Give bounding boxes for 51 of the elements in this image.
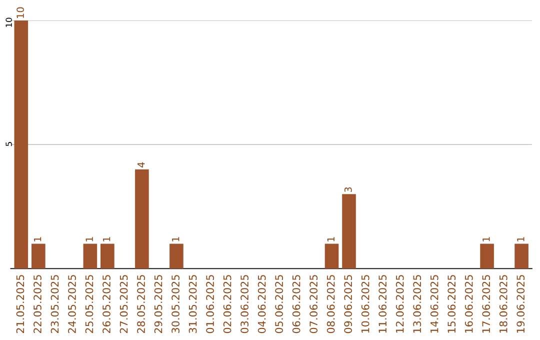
x-tick-label: 05.06.2025: [275, 275, 283, 334]
x-tick-label: 26.05.2025: [102, 275, 110, 334]
bar: [83, 244, 98, 269]
bar: [32, 244, 46, 269]
x-tick-label: 16.06.2025: [464, 275, 473, 333]
data-label: 1: [103, 237, 110, 242]
x-tick-label: 04.06.2025: [258, 275, 266, 334]
x-tick-label: 31.05.2025: [188, 275, 197, 334]
x-tick-label: 10.06.2025: [361, 275, 370, 333]
x-tick-label: 22.05.2025: [34, 275, 42, 334]
x-tick-label: 25.05.2025: [85, 275, 94, 334]
bar: [480, 244, 494, 269]
y-tick-label: 5: [6, 142, 12, 146]
data-label: 1: [34, 237, 42, 242]
data-label: 1: [172, 237, 180, 242]
x-tick-label: 15.06.2025: [448, 275, 456, 333]
bar: [324, 244, 339, 269]
x-tick-label: 30.05.2025: [172, 275, 180, 334]
x-tick-label: 23.05.2025: [50, 275, 59, 334]
x-tick-label: 01.06.2025: [206, 275, 214, 334]
x-tick-label: 06.06.2025: [292, 275, 300, 334]
x-tick-label: 21.05.2025: [16, 275, 24, 334]
bar: [514, 244, 528, 269]
x-tick-label: 28.05.2025: [137, 275, 145, 334]
bar: [100, 244, 114, 269]
data-label: 3: [344, 187, 352, 192]
bar: [135, 169, 149, 269]
x-tick-label: 18.06.2025: [499, 275, 508, 333]
bar: [170, 244, 184, 269]
x-tick-label: 12.06.2025: [396, 275, 404, 333]
data-label: 1: [517, 237, 524, 242]
x-tick-label: 09.06.2025: [344, 275, 352, 334]
x-tick-label: 02.06.2025: [223, 275, 232, 334]
bar: [342, 194, 356, 269]
data-label: 10: [16, 7, 24, 18]
x-tick-label: 03.06.2025: [240, 275, 248, 334]
x-tick-label: 13.06.2025: [413, 275, 422, 333]
x-tick-label: 17.06.2025: [482, 275, 490, 333]
x-tick-label: 07.06.2025: [310, 275, 318, 334]
x-tick-label: 11.06.2025: [378, 275, 387, 333]
x-tick-label: 27.05.2025: [120, 275, 128, 334]
x-tick-label: 08.06.2025: [326, 275, 335, 334]
data-label: 1: [327, 237, 334, 242]
x-tick-label: 14.06.2025: [430, 275, 438, 333]
x-tick-label: 24.05.2025: [68, 275, 76, 334]
x-tick-label: 19.06.2025: [516, 275, 525, 333]
data-label: 1: [482, 237, 490, 242]
data-label: 4: [138, 162, 145, 168]
data-label: 1: [86, 237, 93, 242]
x-tick-label: 29.05.2025: [154, 275, 162, 334]
bar: [14, 20, 28, 269]
